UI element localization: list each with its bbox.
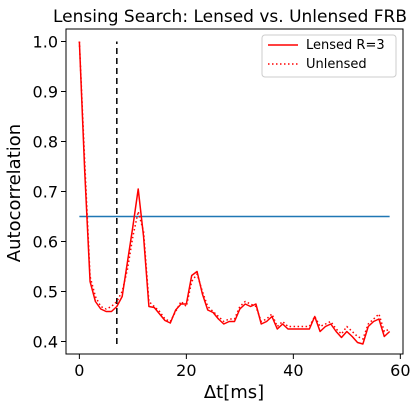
- x-tick-label: 0: [74, 361, 84, 380]
- series-line-lensed: [78, 41, 391, 345]
- y-tick-label: 1.0: [33, 33, 58, 52]
- y-tick-label: 0.9: [33, 83, 58, 102]
- y-tick-label: 0.7: [33, 183, 58, 202]
- chart-title: Lensing Search: Lensed vs. Unlensed FRB: [53, 7, 407, 27]
- x-axis-label: Δt[ms]: [204, 382, 264, 403]
- plot-area: [65, 28, 404, 355]
- y-axis-label: Autocorrelation: [4, 124, 25, 262]
- x-tick-label: 60: [390, 361, 410, 380]
- legend-label-unlensed: Unlensed: [306, 57, 367, 72]
- legend-label-lensed: Lensed R=3: [306, 38, 385, 53]
- y-axis: 0.4 0.5 0.6 0.7 0.8 0.9 1.0: [33, 33, 66, 352]
- y-tick-label: 0.4: [33, 333, 58, 352]
- x-axis: 0 20 40 60: [74, 354, 411, 380]
- y-tick-label: 0.6: [33, 233, 58, 252]
- y-tick-label: 0.8: [33, 133, 58, 152]
- legend: Lensed R=3 Unlensed: [261, 34, 397, 78]
- series-line-unlensed: [78, 41, 390, 340]
- x-tick-label: 40: [283, 361, 303, 380]
- y-tick-label: 0.5: [33, 283, 58, 302]
- x-tick-label: 20: [176, 361, 196, 380]
